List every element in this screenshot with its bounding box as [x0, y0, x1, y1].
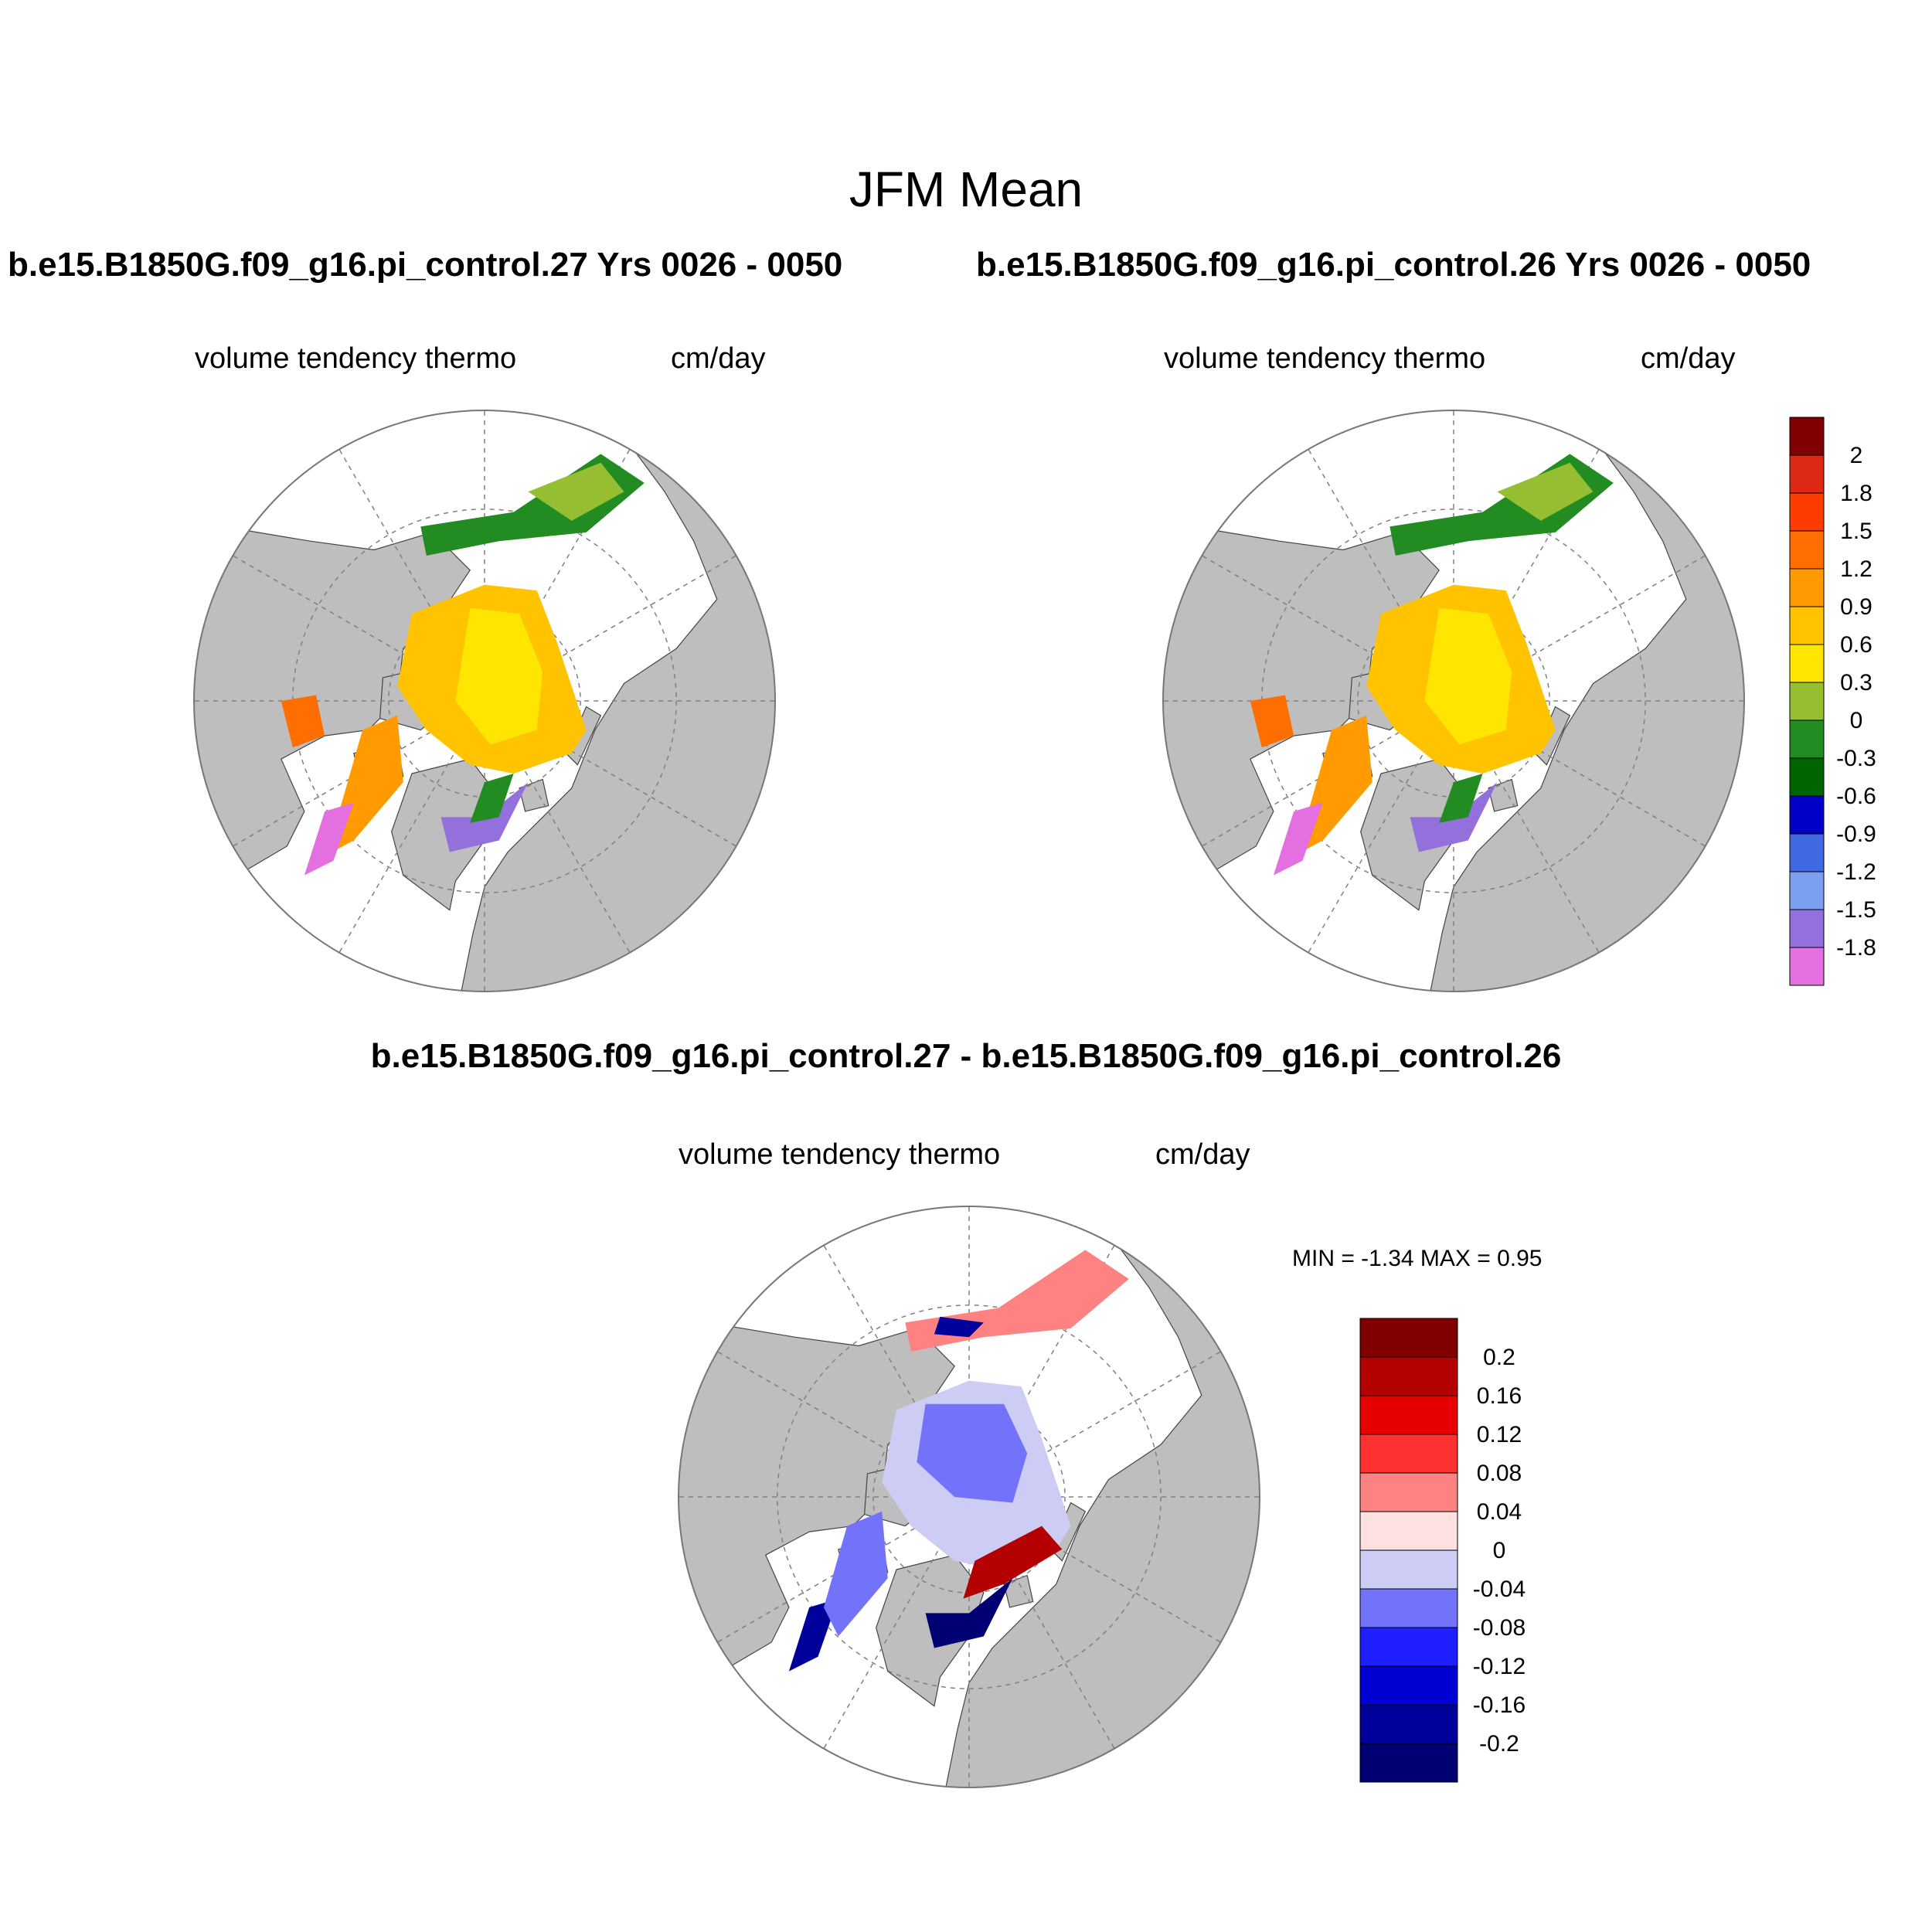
- colorbar-main-box: [1789, 795, 1825, 835]
- map-difference-boundary: [678, 1206, 1260, 1788]
- map-difference-land-5: [1003, 1574, 1034, 1608]
- map-right-ice-arctic-core: [1424, 607, 1512, 745]
- map-left: [194, 410, 775, 992]
- colorbar-main-box: [1789, 871, 1825, 910]
- map-right: [1163, 410, 1744, 992]
- colorbar-main-tick-label: -1.8: [1836, 935, 1876, 961]
- colorbar-main-tick-label: 0.6: [1840, 632, 1872, 658]
- map-difference-diff-barents-pos: [963, 1526, 1063, 1599]
- colorbar-difference-box: [1359, 1704, 1458, 1744]
- colorbar-main-box: [1789, 719, 1825, 759]
- left-variable-label: volume tendency thermo: [195, 342, 517, 375]
- colorbar-main-tick-label: -0.3: [1836, 746, 1876, 771]
- colorbar-main-tick-label: 1.2: [1840, 556, 1872, 582]
- colorbar-difference-tick-label: 0.12: [1477, 1422, 1522, 1447]
- colorbar-difference-tick-label: 0: [1493, 1538, 1506, 1563]
- colorbar-main-tick-label: 1.5: [1840, 519, 1872, 544]
- map-right-ice-barents: [1439, 774, 1483, 823]
- map-left-ice-hudson: [281, 695, 325, 748]
- map-left-ice-labrador-edge: [304, 802, 354, 876]
- colorbar-difference-box: [1359, 1627, 1458, 1667]
- colorbar-difference-tick-label: -0.12: [1473, 1654, 1526, 1679]
- colorbar-difference-box: [1359, 1665, 1458, 1706]
- colorbar-difference-box: [1359, 1356, 1458, 1396]
- colorbar-difference: 0.2 0.16 0.12 0.08 0.04 0 -0.04 -0.08 -0.12 -0.16…: [1359, 1318, 1526, 1783]
- map-right-ice-hudson: [1250, 695, 1294, 748]
- map-right-ice-labrador-edge: [1273, 802, 1323, 876]
- colorbar-main-box: [1789, 682, 1825, 721]
- colorbar-main-box: [1789, 530, 1825, 570]
- colorbar-difference-box: [1359, 1511, 1458, 1551]
- map-left-ice-barents: [470, 774, 514, 823]
- map-difference-diff-greenland-edge: [925, 1578, 1013, 1648]
- main-title: JFM Mean: [849, 162, 1083, 217]
- colorbar-main-box: [1789, 644, 1825, 683]
- colorbar-difference-box: [1359, 1743, 1458, 1783]
- colorbar-main-box: [1789, 606, 1825, 645]
- colorbar-main-box: [1789, 909, 1825, 948]
- map-difference-diff-arctic-core: [917, 1403, 1028, 1503]
- colorbar-main-tick-label: 0: [1850, 708, 1863, 733]
- colorbar-main-tick-label: -0.9: [1836, 821, 1876, 847]
- colorbar-main-box: [1789, 417, 1825, 456]
- colorbar-main-box: [1789, 568, 1825, 607]
- map-difference-diff-baffin: [824, 1511, 888, 1637]
- map-right-boundary: [1162, 410, 1745, 992]
- colorbar-difference-box: [1359, 1472, 1458, 1512]
- right-units-label: cm/day: [1641, 342, 1736, 375]
- map-difference-diff-labrador: [788, 1598, 838, 1672]
- map-left-ice-okhotsk: [528, 462, 624, 521]
- colorbar-difference-tick-label: -0.2: [1479, 1731, 1519, 1757]
- colorbar-difference-box: [1359, 1395, 1458, 1435]
- colorbar-difference-box: [1359, 1549, 1458, 1590]
- colorbar-main-box: [1789, 833, 1825, 872]
- case-title-left: b.e15.B1850G.f09_g16.pi_control.27 Yrs 0…: [8, 246, 843, 284]
- map-difference-diff-bering-neg: [934, 1316, 984, 1338]
- colorbar-main-tick-label: -1.5: [1836, 897, 1876, 923]
- colorbar-main-box: [1789, 757, 1825, 797]
- colorbar-main-box: [1789, 492, 1825, 532]
- map-left-ice-arctic-core: [455, 607, 543, 745]
- colorbar-main: 2 1.8 1.5 1.2 0.9 0.6 0.3 0 -0.3 -0.6 -0.9 -1.2 -1.5…: [1789, 417, 1876, 986]
- difference-title: b.e15.B1850G.f09_g16.pi_control.27 - b.e…: [370, 1037, 1562, 1075]
- colorbar-main-tick-label: 2: [1850, 443, 1863, 468]
- colorbar-difference-tick-label: 0.04: [1477, 1499, 1522, 1525]
- colorbar-main-tick-label: 0.9: [1840, 594, 1872, 620]
- colorbar-main-box: [1789, 454, 1825, 494]
- right-variable-label: volume tendency thermo: [1164, 342, 1486, 375]
- diff-units-label: cm/day: [1155, 1138, 1250, 1171]
- colorbar-difference-box: [1359, 1318, 1458, 1358]
- colorbar-difference-box: [1359, 1434, 1458, 1474]
- colorbar-difference-tick-label: -0.16: [1473, 1692, 1526, 1718]
- colorbar-main-tick-label: 0.3: [1840, 670, 1872, 696]
- colorbar-main-tick-label: -0.6: [1836, 784, 1876, 809]
- map-right-ice-okhotsk: [1497, 462, 1594, 521]
- case-title-right: b.e15.B1850G.f09_g16.pi_control.26 Yrs 0…: [976, 246, 1811, 284]
- colorbar-difference-tick-label: 0.2: [1483, 1345, 1515, 1370]
- colorbar-difference-tick-label: -0.04: [1473, 1577, 1526, 1602]
- map-difference: [679, 1206, 1260, 1787]
- left-units-label: cm/day: [671, 342, 766, 375]
- map-right-land-5: [1488, 778, 1519, 812]
- colorbar-difference-tick-label: 0.08: [1477, 1461, 1522, 1486]
- colorbar-main-tick-label: -1.2: [1836, 859, 1876, 885]
- colorbar-difference-tick-label: -0.08: [1473, 1615, 1526, 1641]
- colorbar-main-tick-label: 1.8: [1840, 481, 1872, 506]
- colorbar-difference-tick-label: 0.16: [1477, 1383, 1522, 1409]
- map-left-land-5: [519, 778, 549, 812]
- colorbar-difference-box: [1359, 1588, 1458, 1628]
- diff-variable-label: volume tendency thermo: [679, 1138, 1001, 1171]
- colorbar-main-box: [1789, 947, 1825, 986]
- diff-min-max: MIN = -1.34 MAX = 0.95: [1292, 1246, 1543, 1271]
- map-left-boundary: [193, 410, 776, 992]
